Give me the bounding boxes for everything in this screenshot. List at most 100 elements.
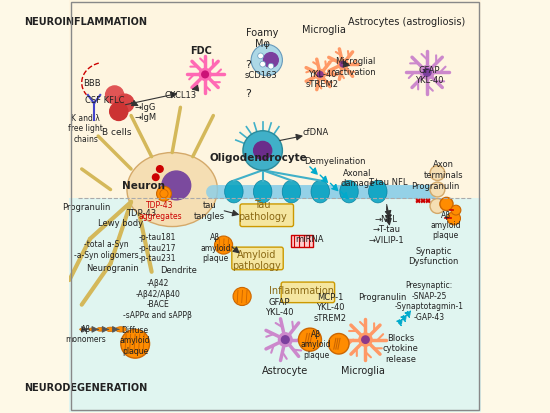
Circle shape (162, 172, 191, 200)
Circle shape (199, 69, 211, 81)
Text: Diffuse
amyloid
plaque: Diffuse amyloid plaque (120, 325, 151, 355)
Ellipse shape (127, 153, 217, 227)
Ellipse shape (97, 328, 104, 331)
Circle shape (251, 45, 282, 76)
FancyBboxPatch shape (69, 198, 481, 412)
FancyBboxPatch shape (290, 235, 313, 247)
Circle shape (260, 62, 266, 68)
Text: K and λ
free light
chains: K and λ free light chains (68, 114, 103, 143)
Text: Axon
terminals: Axon terminals (424, 160, 464, 179)
Text: sCD163: sCD163 (244, 71, 277, 80)
Text: Progranulin: Progranulin (411, 181, 460, 190)
Text: Inflammation: Inflammation (270, 286, 334, 296)
Text: FDC: FDC (190, 45, 212, 56)
Text: Progranulin: Progranulin (358, 292, 406, 301)
FancyBboxPatch shape (232, 247, 283, 270)
Text: Axonal
damage: Axonal damage (340, 168, 375, 188)
Text: tau
tangles: tau tangles (194, 201, 225, 220)
Ellipse shape (282, 181, 301, 204)
Circle shape (362, 336, 369, 344)
Circle shape (420, 66, 434, 80)
Text: Synaptic
Dysfunction: Synaptic Dysfunction (408, 246, 459, 266)
Text: Microglia: Microglia (302, 25, 346, 35)
Circle shape (278, 333, 292, 347)
Text: GFAP
YKL-40: GFAP YKL-40 (415, 66, 443, 85)
Circle shape (243, 131, 282, 171)
Text: miRNA: miRNA (296, 235, 324, 244)
Text: Microglial
activation: Microglial activation (334, 57, 376, 77)
Circle shape (299, 328, 321, 351)
Text: TDP-43: TDP-43 (126, 208, 156, 217)
Text: T-tau NFL: T-tau NFL (368, 178, 408, 186)
Circle shape (430, 183, 445, 197)
Text: GFAP
YKL-40: GFAP YKL-40 (265, 297, 293, 317)
Circle shape (202, 72, 208, 78)
Text: Neurogranin: Neurogranin (86, 263, 139, 273)
Text: Lewy body: Lewy body (98, 218, 144, 228)
Circle shape (430, 166, 445, 181)
Circle shape (109, 103, 128, 121)
FancyBboxPatch shape (281, 282, 334, 303)
Ellipse shape (311, 181, 329, 204)
Text: MCP-1
YKL-40
sTREM2: MCP-1 YKL-40 sTREM2 (314, 292, 347, 322)
Circle shape (157, 166, 163, 173)
Text: Aβ
monomers: Aβ monomers (65, 324, 106, 343)
Text: Astrocytes (astrogliosis): Astrocytes (astrogliosis) (348, 17, 465, 27)
Text: →IgG
→IgM: →IgG →IgM (134, 102, 157, 122)
Circle shape (214, 237, 233, 254)
Circle shape (116, 95, 134, 113)
Circle shape (447, 212, 460, 225)
Ellipse shape (254, 181, 272, 204)
Circle shape (315, 70, 325, 80)
Text: Presynaptic:
-SNAP-25
-Synaptotagmin-1
-GAP-43: Presynaptic: -SNAP-25 -Synaptotagmin-1 -… (395, 281, 464, 321)
Circle shape (282, 336, 289, 344)
Text: Oligodendrocyte: Oligodendrocyte (210, 152, 307, 162)
Circle shape (263, 54, 278, 68)
Text: Amyloid
pathology: Amyloid pathology (232, 249, 281, 271)
Ellipse shape (224, 181, 243, 204)
Circle shape (340, 62, 345, 68)
Text: Foamy
Mφ: Foamy Mφ (246, 28, 279, 49)
Text: YKL-40
sTREM2: YKL-40 sTREM2 (306, 70, 339, 89)
Circle shape (268, 64, 274, 70)
Text: CSF KFLC: CSF KFLC (85, 95, 124, 104)
Text: -Aβ42
-Aβ42/Aβ40
-BACE
-sAPPα and sAPPβ: -Aβ42 -Aβ42/Aβ40 -BACE -sAPPα and sAPPβ (123, 279, 192, 319)
Circle shape (430, 199, 445, 214)
Circle shape (424, 69, 431, 77)
Text: cfDNA: cfDNA (303, 128, 329, 137)
Ellipse shape (106, 328, 115, 332)
Ellipse shape (368, 181, 387, 204)
Text: Neuron: Neuron (122, 181, 165, 191)
Ellipse shape (89, 328, 95, 331)
Text: -total a-Syn
-a-Syn oligomers: -total a-Syn -a-Syn oligomers (74, 240, 139, 259)
Circle shape (359, 333, 372, 347)
Circle shape (328, 334, 349, 354)
Text: Blocks
cytokine
release: Blocks cytokine release (382, 333, 419, 363)
Text: →NFL
→T-tau
→VILIP-1: →NFL →T-tau →VILIP-1 (368, 214, 404, 244)
Ellipse shape (80, 329, 84, 330)
Circle shape (233, 288, 251, 306)
Text: Astrocyte: Astrocyte (262, 366, 309, 375)
Text: Aβ
amyloid
plaque: Aβ amyloid plaque (200, 233, 230, 262)
Ellipse shape (340, 181, 358, 204)
Text: B cells: B cells (102, 128, 131, 137)
Text: Tau
pathology: Tau pathology (238, 200, 287, 221)
Text: Progranulin: Progranulin (62, 202, 110, 211)
Text: NEURODEGENERATION: NEURODEGENERATION (24, 382, 147, 392)
Circle shape (440, 198, 453, 211)
Text: Aβ
amyloid
plaque: Aβ amyloid plaque (301, 329, 332, 359)
Circle shape (121, 330, 150, 358)
Circle shape (106, 87, 124, 105)
Circle shape (317, 72, 323, 78)
Text: ?: ? (245, 89, 251, 99)
Text: CXCL13: CXCL13 (164, 91, 196, 100)
Ellipse shape (116, 327, 126, 332)
Text: BBB: BBB (83, 79, 101, 88)
Text: Microglia: Microglia (342, 366, 386, 375)
Circle shape (157, 187, 172, 202)
Text: Aβ
amyloid
plaque: Aβ amyloid plaque (430, 210, 461, 240)
Text: ?: ? (245, 60, 251, 70)
Circle shape (152, 175, 159, 181)
Circle shape (451, 206, 461, 216)
FancyBboxPatch shape (69, 1, 481, 198)
